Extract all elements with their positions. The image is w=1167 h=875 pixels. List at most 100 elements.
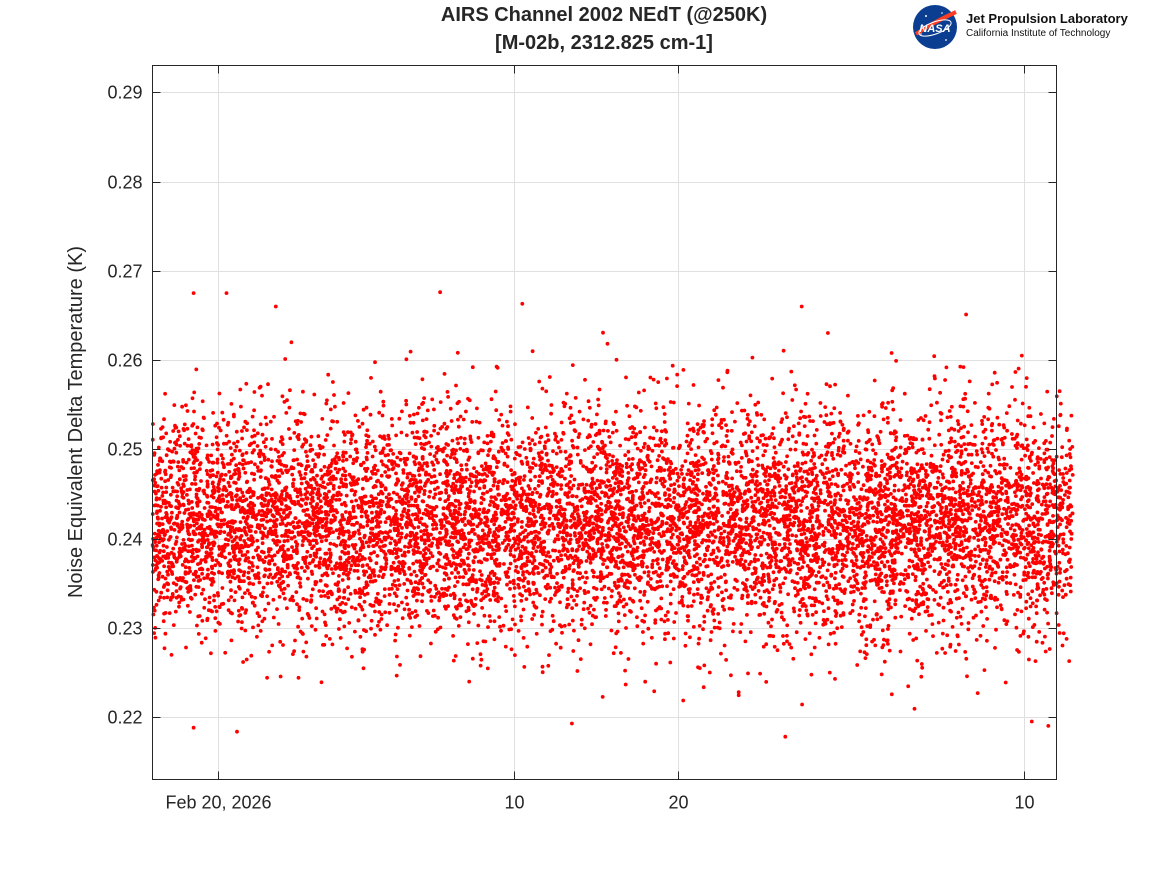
data-point — [621, 525, 626, 530]
data-point — [415, 517, 420, 522]
data-point — [232, 598, 237, 603]
data-point — [386, 453, 390, 457]
data-point — [507, 496, 512, 501]
data-point — [153, 480, 158, 485]
data-point — [783, 411, 788, 415]
data-point — [729, 673, 733, 678]
data-point — [478, 652, 483, 657]
data-point — [1034, 604, 1038, 609]
data-point — [386, 502, 390, 507]
data-point — [367, 566, 372, 570]
data-point — [1024, 517, 1029, 522]
data-point — [444, 488, 448, 492]
data-point — [160, 574, 165, 579]
data-point — [763, 449, 767, 453]
data-point — [405, 588, 410, 593]
data-point — [239, 404, 243, 409]
data-point — [404, 595, 409, 600]
data-point — [1013, 612, 1017, 617]
data-point — [458, 414, 463, 419]
data-point — [337, 574, 341, 578]
data-point — [838, 497, 843, 502]
data-point — [694, 483, 698, 488]
data-point — [675, 372, 680, 377]
data-point — [903, 568, 908, 573]
data-point — [830, 474, 835, 479]
data-point — [508, 548, 513, 553]
data-point — [880, 628, 885, 633]
data-point — [379, 459, 384, 464]
data-point — [344, 510, 348, 514]
data-point — [568, 405, 573, 410]
data-point — [671, 500, 676, 505]
data-point — [788, 447, 793, 452]
data-point — [549, 474, 553, 479]
data-point — [1024, 376, 1029, 380]
data-point — [251, 582, 256, 586]
data-point — [415, 411, 420, 416]
data-point — [790, 579, 795, 584]
data-point — [265, 594, 269, 599]
data-point — [240, 453, 245, 458]
data-point — [885, 452, 890, 457]
data-point — [413, 609, 418, 614]
data-point — [926, 560, 930, 565]
data-point — [865, 561, 870, 566]
data-point — [185, 603, 190, 608]
data-point — [459, 463, 464, 468]
data-point — [714, 405, 719, 410]
data-point — [178, 443, 183, 448]
data-point — [932, 443, 937, 448]
data-point — [212, 598, 216, 603]
data-point — [358, 634, 363, 639]
data-point — [782, 566, 787, 570]
data-point — [884, 573, 889, 578]
data-point — [712, 580, 717, 584]
data-point — [570, 363, 575, 367]
data-point — [716, 480, 721, 485]
data-point — [886, 420, 890, 425]
data-point — [559, 553, 563, 558]
data-point — [881, 417, 886, 422]
data-point — [607, 435, 612, 439]
data-point — [355, 520, 359, 525]
data-point — [175, 535, 179, 540]
data-point — [886, 522, 890, 527]
data-point — [712, 529, 717, 533]
data-point — [152, 531, 157, 536]
data-point — [856, 480, 861, 484]
data-point — [824, 576, 828, 580]
data-point — [1017, 466, 1022, 471]
data-point — [482, 613, 487, 618]
data-point — [1038, 593, 1042, 598]
data-point — [291, 477, 296, 482]
data-point — [399, 483, 404, 487]
data-point — [984, 585, 989, 589]
data-point — [857, 421, 861, 426]
data-point — [998, 470, 1002, 475]
data-point — [278, 507, 283, 512]
data-point — [833, 500, 837, 505]
data-point — [557, 445, 561, 450]
data-points — [150, 290, 1075, 739]
data-point — [700, 595, 705, 600]
data-point — [433, 583, 438, 588]
data-point — [192, 409, 196, 414]
data-point — [244, 451, 249, 455]
data-point — [973, 547, 977, 552]
data-point — [995, 605, 999, 610]
data-point — [846, 438, 850, 443]
data-point — [452, 476, 456, 481]
data-point — [1060, 588, 1065, 593]
data-point — [685, 451, 690, 456]
data-point — [359, 463, 363, 468]
data-point — [1013, 397, 1017, 402]
data-point — [171, 489, 176, 494]
data-point — [587, 610, 592, 615]
data-point — [323, 438, 328, 442]
data-point — [381, 462, 385, 467]
data-point — [397, 416, 402, 421]
data-point — [855, 586, 860, 591]
data-point — [700, 471, 705, 475]
data-point — [382, 587, 387, 591]
